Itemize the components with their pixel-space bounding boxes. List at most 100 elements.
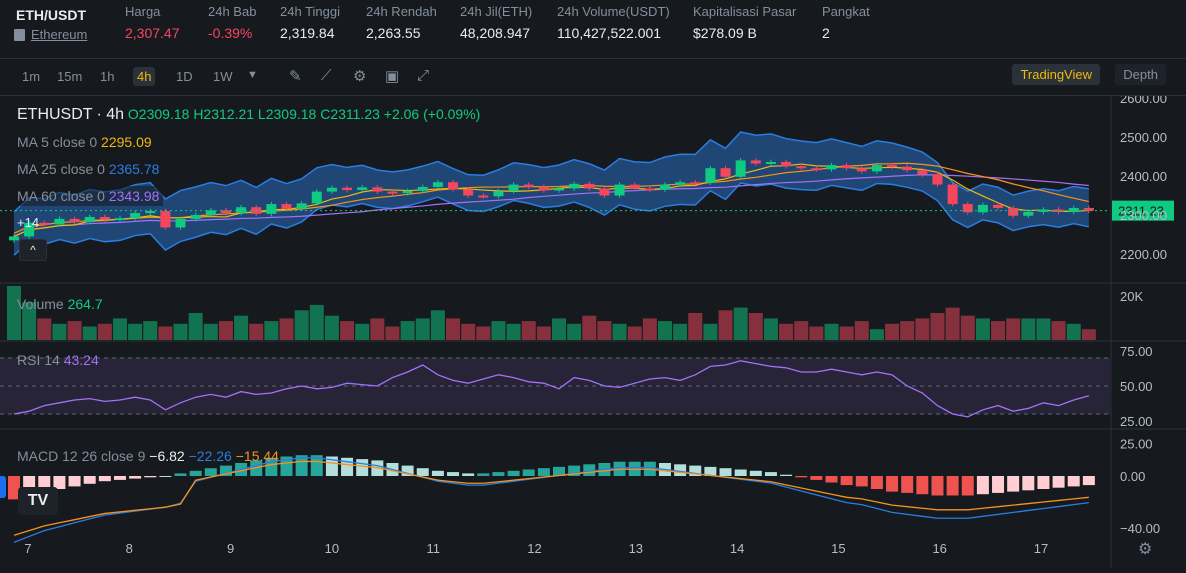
macd-hist-bar [83,476,96,484]
macd-tick-label: 25.00 [1120,437,1153,452]
volume-bar [355,323,370,340]
volume-bar [476,326,491,340]
gear-icon[interactable]: ⚙ [353,68,367,85]
macd-hist-bar [855,476,868,487]
tf-1d[interactable]: 1D [176,69,193,84]
candle-body [993,204,1004,208]
save-icon[interactable]: ▣ [385,68,400,85]
rsi-tick-label: 25.00 [1120,414,1153,429]
stat-24h-vol-eth: 24h Jil(ETH) 48,208.947 [460,4,533,41]
macd-hist-bar [901,476,914,493]
stat-market-cap: Kapitalisasi Pasar $278.09 B [693,4,797,41]
candle-body [448,182,459,190]
volume-bar [143,321,158,340]
macd-hist-bar [1067,476,1080,487]
ma25-legend[interactable]: MA 25 close 0 2365.78 [13,159,164,179]
tf-4h[interactable]: 4h [133,67,156,86]
legend-high: H2312.21 [193,106,255,122]
candle-body [826,165,837,170]
rsi-line [13,360,1090,418]
candle-body [614,184,625,196]
macd-hist-bar [477,473,490,476]
ma5-legend[interactable]: MA 5 close 0 2295.09 [13,132,156,152]
macd-hist-bar [825,476,838,483]
depth-button[interactable]: Depth [1115,64,1166,85]
macd-hist-bar [129,476,142,479]
candle-body [326,187,337,192]
macd-hist-bar [916,476,929,495]
chevron-down-icon[interactable]: ▼ [247,69,258,81]
candle-body [644,188,655,191]
candle-body [160,211,171,228]
draw-pencil-icon[interactable]: ✎ [289,68,302,85]
indicator-chart-icon[interactable]: ⟋ [321,67,332,84]
macd-hist-bar [992,476,1005,493]
candle-body [508,184,519,192]
volume-bar [582,315,597,340]
rsi-tick-label: 75.00 [1120,344,1153,359]
legend-change: +2.06 (+0.09%) [383,106,481,122]
volume-bar [97,323,112,340]
macd-hist-bar [8,476,20,500]
legend-pair: ETHUSDT [17,106,93,123]
volume-bar [218,321,233,340]
macd-hist-bar [886,476,899,492]
volume-bar [809,326,824,340]
tf-1m[interactable]: 1m [22,69,41,84]
legend-low: L2309.18 [257,106,317,122]
candle-body [84,216,95,223]
macd-hist-bar [1007,476,1020,492]
tf-1h[interactable]: 1h [100,69,115,84]
chart-area[interactable]: 2311.23 2600.00 2500.00 2400.00 2300.00 2200.… [0,91,1186,568]
tf-15m[interactable]: 15m [57,69,83,84]
x-tick-label: 10 [325,541,339,556]
macd-hist-bar [1037,476,1050,489]
volume-bar [158,326,173,340]
volume-bar [794,321,809,340]
stat-24h-high: 24h Tinggi 2,319.84 [280,4,340,41]
volume-bar [188,313,203,340]
volume-bar [612,323,627,340]
ma60-line [13,174,1089,237]
candle-body [24,222,35,237]
macd-hist-bar [492,472,505,476]
ma60-legend[interactable]: MA 60 close 0 2343.98 [13,186,164,206]
volume-bar [779,323,794,340]
macd-hist-bar [961,476,974,496]
volume-bar [67,321,82,340]
volume-bar [718,310,733,340]
side-panel-tab[interactable] [0,476,6,498]
candle-body [917,170,928,175]
candle-body [114,218,125,221]
rsi-legend: RSI 14 43.24 [17,352,99,368]
macd-hist-bar [113,476,126,480]
candle-body [629,184,640,189]
candle-body [1068,207,1079,212]
chart-settings-icon[interactable]: ⚙ [1138,541,1153,558]
volume-bar [536,326,551,340]
volume-bar [309,304,324,340]
tf-1w[interactable]: 1W [213,69,233,84]
fullscreen-icon[interactable]: ⤢ [417,67,430,84]
coin-link[interactable]: Ethereum [31,27,88,42]
tradingview-button[interactable]: TradingView [1012,64,1100,85]
candle-body [659,184,670,190]
macd-hist-bar [310,455,323,476]
macd-hist-bar [583,464,596,476]
volume-bar [294,310,309,340]
price-tick-label: 2200.00 [1120,247,1167,262]
chart-canvas[interactable]: 2311.23 2600.00 2500.00 2400.00 2300.00 2200.… [0,91,1186,568]
candle-body [54,218,65,225]
stat-rank: Pangkat 2 [822,4,870,41]
volume-bar [627,326,642,340]
more-indicators-count[interactable]: +14 [17,215,40,230]
macd-hist-bar [946,476,959,496]
collapse-legend-button[interactable]: ^ [19,239,47,261]
volume-bar [37,318,52,340]
candle-body [175,218,186,228]
macd-hist-bar [431,470,444,476]
current-price-tag [1112,200,1174,221]
candle-body [1038,209,1049,212]
volume-bar [1006,318,1021,340]
volume-bar [506,323,521,340]
